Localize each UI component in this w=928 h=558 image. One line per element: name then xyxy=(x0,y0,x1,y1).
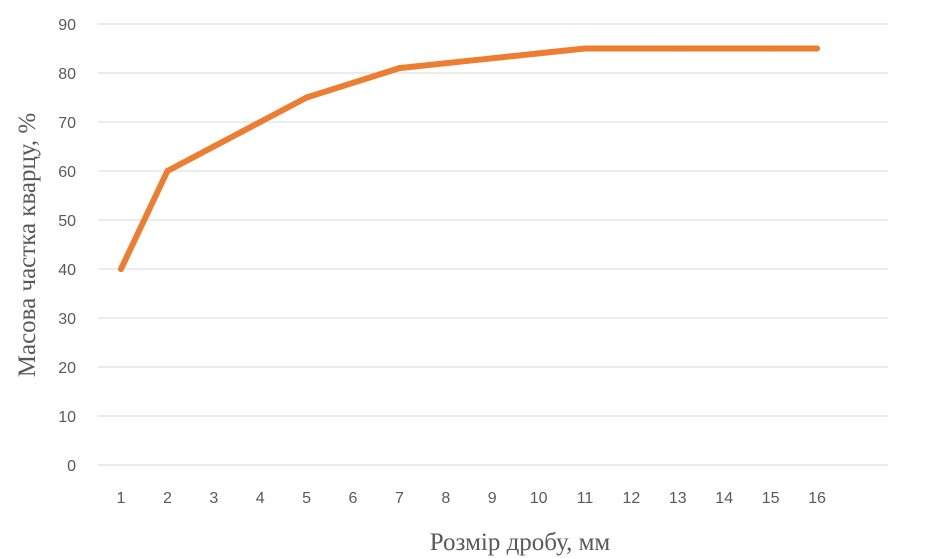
data-point xyxy=(814,45,820,52)
data-point xyxy=(164,168,171,174)
x-tick-label: 10 xyxy=(530,490,548,507)
y-tick-label: 60 xyxy=(58,164,76,181)
x-tick-label: 4 xyxy=(256,490,265,507)
x-tick-label: 15 xyxy=(762,490,780,507)
y-tick-label: 20 xyxy=(58,360,76,377)
x-tick-label: 11 xyxy=(577,490,594,507)
data-point xyxy=(350,79,356,86)
data-point xyxy=(442,60,449,67)
x-tick-label: 3 xyxy=(209,490,218,507)
y-tick-label: 10 xyxy=(58,409,76,426)
y-tick-label: 70 xyxy=(58,115,76,132)
y-tick-label: 40 xyxy=(58,262,76,279)
x-tick-label: 2 xyxy=(163,490,172,507)
data-point xyxy=(396,65,403,72)
data-point xyxy=(210,143,217,150)
series-group xyxy=(118,45,820,272)
x-axis-title: Розмір дробу, мм xyxy=(430,529,611,556)
y-axis-ticks: 0 10 20 30 40 50 60 70 80 90 xyxy=(58,17,76,475)
x-tick-label: 6 xyxy=(349,490,358,507)
series-line xyxy=(118,45,820,272)
x-tick-label: 14 xyxy=(715,490,733,507)
x-tick-label: 1 xyxy=(117,490,126,507)
data-point xyxy=(721,45,728,52)
data-point xyxy=(118,266,124,272)
y-tick-label: 80 xyxy=(58,66,76,83)
x-tick-label: 13 xyxy=(669,490,687,507)
y-axis-title: Масова частка кварцу, % xyxy=(14,113,41,377)
data-point xyxy=(674,45,681,52)
y-tick-label: 0 xyxy=(67,458,76,475)
data-point xyxy=(303,94,310,101)
data-point xyxy=(582,45,588,52)
x-tick-label: 5 xyxy=(302,490,311,507)
x-tick-label: 8 xyxy=(441,490,450,507)
data-point xyxy=(767,45,774,52)
y-tick-label: 50 xyxy=(58,213,76,230)
data-point xyxy=(628,45,635,52)
y-tick-label: 30 xyxy=(58,311,76,328)
y-tick-label: 90 xyxy=(58,17,76,34)
x-tick-label: 7 xyxy=(395,490,404,507)
data-point xyxy=(535,50,542,57)
x-axis-ticks: 1 2 3 4 5 6 7 8 9 10 11 12 13 14 15 16 xyxy=(117,490,826,507)
x-tick-label: 16 xyxy=(808,490,826,507)
data-point xyxy=(489,55,496,62)
gridlines xyxy=(98,23,888,466)
x-tick-label: 12 xyxy=(623,490,641,507)
data-point xyxy=(257,119,264,125)
x-tick-label: 9 xyxy=(488,490,497,507)
